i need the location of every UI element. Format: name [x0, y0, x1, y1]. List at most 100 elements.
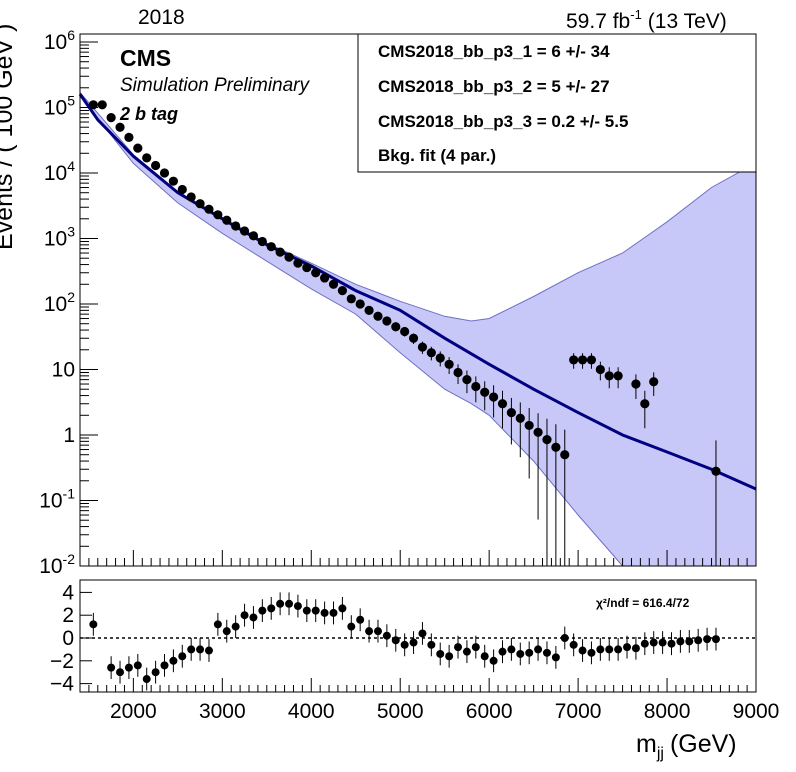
y-tick-label: 106	[44, 27, 75, 54]
pull-point	[382, 631, 391, 640]
data-point	[391, 322, 401, 332]
x-tick-label: 5000	[377, 700, 424, 723]
pull-point	[445, 652, 454, 661]
main-x-ticks	[88, 550, 757, 566]
legend-entry-p3-1: CMS2018_bb_p3_1 = 6 +/- 34	[378, 42, 610, 61]
pull-point	[454, 643, 463, 652]
y-tick-label: 1	[63, 424, 75, 447]
pull-point	[400, 640, 409, 649]
data-point	[124, 132, 134, 142]
data-point	[533, 427, 543, 437]
pull-point	[418, 629, 427, 638]
data-point	[151, 160, 161, 171]
y-tick-label: 105	[44, 93, 75, 120]
data-point	[311, 268, 321, 278]
pull-point	[276, 599, 285, 608]
data-point	[222, 215, 232, 225]
data-point	[346, 294, 356, 304]
pull-point	[178, 652, 187, 661]
pull-point	[151, 668, 160, 677]
pull-point	[338, 604, 347, 613]
data-point	[515, 413, 525, 423]
legend: CMS2018_bb_p3_1 = 6 +/- 34 CMS2018_bb_p3…	[357, 33, 757, 173]
data-point	[417, 342, 428, 352]
data-point	[542, 435, 552, 445]
pull-point	[365, 627, 374, 636]
legend-box	[357, 33, 757, 173]
pull-point	[614, 645, 623, 654]
data-point	[204, 204, 214, 214]
pull-point	[436, 649, 445, 658]
data-point	[248, 231, 259, 241]
pull-point	[107, 663, 116, 672]
pull-point	[560, 634, 569, 642]
y-axis-title: Events / ( 100 GeV )	[0, 24, 18, 251]
pull-point	[142, 675, 151, 684]
legend-entry-p3-2: CMS2018_bb_p3_2 = 5 +/- 27	[378, 77, 610, 96]
pull-point	[133, 661, 142, 670]
pull-point	[267, 604, 276, 613]
data-point	[586, 355, 597, 365]
pull-point	[542, 648, 551, 657]
data-point	[489, 392, 499, 402]
pull-point	[587, 648, 596, 657]
data-point	[355, 299, 365, 309]
data-points	[88, 100, 721, 566]
data-point	[444, 359, 454, 369]
pull-point	[462, 647, 471, 656]
x-tick-label: 7000	[555, 700, 602, 723]
data-point	[133, 143, 143, 153]
pull-point	[516, 649, 525, 658]
data-point	[257, 236, 267, 247]
pull-point	[160, 661, 169, 670]
data-point	[497, 399, 508, 409]
x-tick-label: 8000	[644, 700, 691, 723]
pull-point	[676, 637, 685, 646]
pull-point	[356, 615, 365, 624]
y-tick-label: 10-2	[39, 551, 75, 578]
data-point	[711, 466, 721, 476]
pull-point	[703, 635, 712, 644]
data-point	[266, 242, 276, 252]
y-tick-label: 102	[44, 289, 75, 316]
data-point	[142, 153, 152, 163]
data-point	[569, 355, 579, 365]
pull-point	[89, 620, 98, 629]
pull-point	[489, 656, 498, 665]
data-point	[426, 348, 436, 358]
pull-point	[409, 638, 418, 647]
year-label: 2018	[138, 6, 185, 29]
data-point	[640, 399, 650, 409]
pull-point	[240, 611, 249, 620]
data-point	[453, 367, 463, 378]
data-point	[177, 184, 187, 195]
x-axis-title: mjj (GeV)	[636, 730, 737, 762]
pull-point	[169, 656, 178, 665]
pull-point	[694, 636, 703, 645]
data-point	[284, 252, 294, 262]
data-point	[159, 168, 170, 178]
pull-point	[320, 608, 329, 617]
data-point	[88, 100, 98, 110]
pull-y-ticks: 420−2−4	[50, 581, 92, 696]
data-point	[462, 375, 472, 385]
data-point	[524, 420, 534, 431]
data-point	[613, 371, 623, 381]
data-point	[649, 377, 659, 387]
x-tick-label: 6000	[466, 700, 513, 723]
main-plot: 10-2 10-1 1 10 102 103 104 105 106	[39, 27, 757, 578]
pull-points	[89, 592, 720, 691]
pull-point	[631, 644, 640, 653]
data-point	[435, 353, 445, 363]
pull-point	[578, 646, 587, 655]
pull-point	[525, 648, 534, 657]
data-point	[364, 305, 374, 315]
pull-point	[311, 606, 320, 615]
pull-point	[498, 647, 507, 656]
data-point	[275, 247, 285, 257]
x-tick-label: 9000	[733, 700, 780, 723]
pull-point	[222, 627, 231, 636]
pull-point	[605, 645, 614, 654]
cms-label: CMS	[120, 45, 171, 71]
lumi-label: 59.7 fb-1 (13 TeV)	[566, 7, 727, 33]
